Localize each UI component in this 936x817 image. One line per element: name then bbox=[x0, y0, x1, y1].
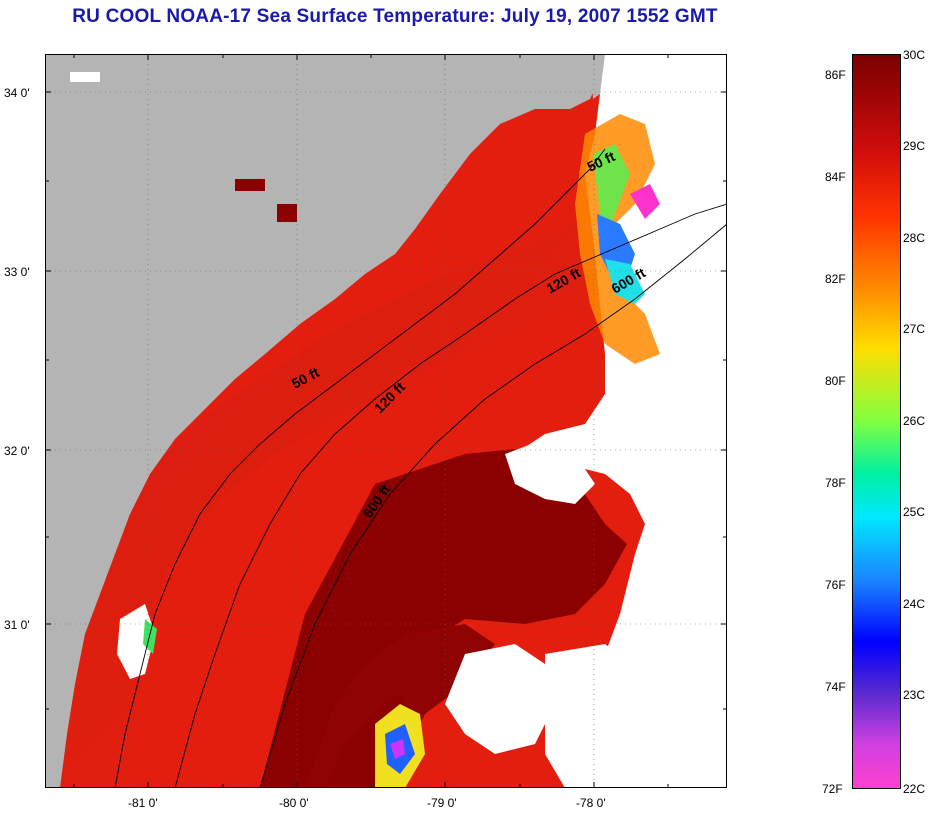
cloud-patch-south bbox=[445, 644, 555, 754]
colorbar-fill bbox=[852, 54, 901, 789]
cb-f-72: 72F bbox=[822, 782, 843, 796]
cb-f-82: 82F bbox=[825, 272, 846, 286]
tick-marks bbox=[45, 54, 727, 788]
shelf-band bbox=[45, 194, 605, 788]
colorbar bbox=[852, 54, 901, 789]
cloud-patch-center bbox=[505, 439, 595, 504]
map-frame bbox=[45, 54, 727, 788]
cb-c-27: 27C bbox=[903, 322, 926, 336]
lon-label-78: -78 0' bbox=[576, 796, 606, 810]
cb-c-24: 24C bbox=[903, 597, 926, 611]
cloud-mask-east bbox=[515, 54, 727, 788]
cb-c-23: 23C bbox=[903, 688, 926, 702]
graticule bbox=[45, 54, 727, 788]
cb-f-74: 74F bbox=[825, 680, 846, 694]
cb-f-76: 76F bbox=[825, 578, 846, 592]
isobath-600ft bbox=[259, 223, 727, 788]
cb-f-84: 84F bbox=[825, 170, 846, 184]
sst-map: 50 ft 120 ft 600 ft 50 ft 120 ft 600 ft bbox=[45, 54, 727, 788]
warm-patch-small-2 bbox=[235, 179, 265, 191]
warm-patch-small-1 bbox=[277, 204, 297, 222]
cb-f-78: 78F bbox=[825, 476, 846, 490]
cb-c-28: 28C bbox=[903, 231, 926, 245]
cb-c-26: 26C bbox=[903, 414, 926, 428]
cb-c-22: 22C bbox=[903, 782, 926, 796]
cool-water-magenta bbox=[630, 184, 660, 219]
cb-c-25: 25C bbox=[903, 505, 926, 519]
map-title: RU COOL NOAA-17 Sea Surface Temperature:… bbox=[72, 6, 718, 27]
cloud-patch-south-east bbox=[545, 644, 665, 788]
cb-f-80: 80F bbox=[825, 374, 846, 388]
cb-c-30: 30C bbox=[903, 48, 926, 62]
cb-f-86: 86F bbox=[825, 68, 846, 82]
isobath-50ft bbox=[114, 148, 606, 788]
lon-label-79: -79 0' bbox=[427, 796, 457, 810]
cool-water-north-cyan bbox=[605, 259, 645, 304]
cool-water-coastal-green bbox=[143, 619, 157, 654]
cb-c-29: 29C bbox=[903, 139, 926, 153]
isobath-120ft bbox=[174, 203, 727, 788]
lat-label-33: 33 0' bbox=[4, 265, 30, 279]
warm-patch-small-3 bbox=[70, 72, 100, 82]
land-mass bbox=[45, 54, 597, 788]
cool-water-south-purple bbox=[390, 739, 405, 759]
lat-label-31: 31 0' bbox=[4, 618, 30, 632]
lon-label-80: -80 0' bbox=[279, 796, 309, 810]
lon-label-81: -81 0' bbox=[128, 796, 158, 810]
lat-label-32: 32 0' bbox=[4, 444, 30, 458]
lat-label-34: 34 0' bbox=[4, 86, 30, 100]
